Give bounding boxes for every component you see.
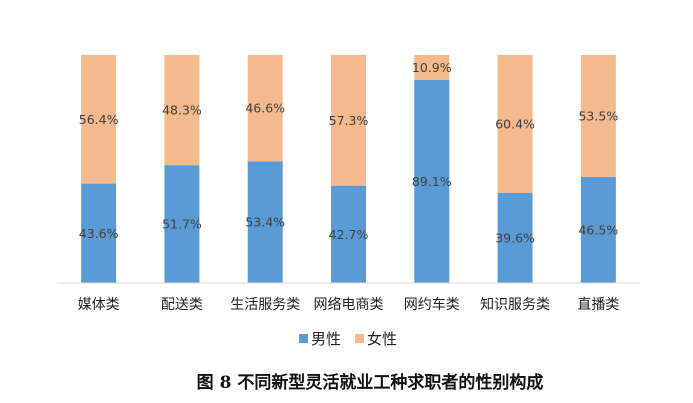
x-tick-label-1: 媒体类 [78,297,120,313]
bar-segment-female-6 [497,55,533,193]
x-tick-label-3: 生活服务类 [230,297,300,313]
legend-swatch-male [299,334,308,343]
data-label-male-6: 39.6% [495,230,535,245]
bar-segment-female-7 [580,55,616,177]
data-label-female-6: 60.4% [495,116,535,131]
figure-caption: 图 8 不同新型灵活就业工种求职者的性别构成 [197,372,544,393]
x-tick-label-4: 网络电商类 [314,297,384,313]
bars-layer [81,55,616,284]
x-tick-label-7: 直播类 [577,296,619,313]
x-tick-labels-layer: 媒体类 配送类 生活服务类 网络电商类 网约车类 知识服务类 直播类 [78,296,620,313]
bar-segment-female-4 [331,55,366,186]
data-label-female-3: 46.6% [245,101,285,116]
bar-segment-male-6 [497,192,533,283]
bar-segment-male-5 [414,79,450,284]
data-labels-layer: 43.6% 56.4% 51.7% 48.3% 53.4% 46.6% 42.7% 57.3%… [79,60,619,245]
data-label-male-7: 46.5% [578,222,618,237]
data-label-female-2: 48.3% [162,103,202,118]
data-label-female-5: 10.9% [412,60,452,75]
data-label-male-4: 42.7% [329,227,369,242]
data-label-male-2: 51.7% [162,217,202,232]
bar-segment-male-4 [331,185,366,283]
data-label-female-7: 53.5% [578,108,618,123]
legend-swatch-female [355,334,364,343]
data-label-male-5: 89.1% [412,174,452,189]
data-label-female-1: 56.4% [79,112,119,127]
legend: 男性 女性 [299,330,397,348]
bar-segment-male-3 [247,161,283,283]
bar-segment-female-5 [414,55,450,80]
bar-segment-female-1 [81,55,117,184]
data-label-female-4: 57.3% [329,113,369,128]
x-tick-label-2: 配送类 [161,297,203,313]
legend-label-female: 女性 [367,330,397,348]
x-tick-label-5: 网约车类 [404,296,460,313]
data-label-male-1: 43.6% [79,226,119,241]
bar-segment-female-3 [247,55,283,162]
legend-label-male: 男性 [311,330,341,348]
bar-segment-male-1 [81,183,117,283]
bar-segment-male-7 [580,176,616,283]
data-label-male-3: 53.4% [245,215,285,230]
bar-segment-male-2 [164,165,200,283]
x-tick-label-6: 知识服务类 [480,296,550,313]
bar-segment-female-2 [164,55,200,166]
